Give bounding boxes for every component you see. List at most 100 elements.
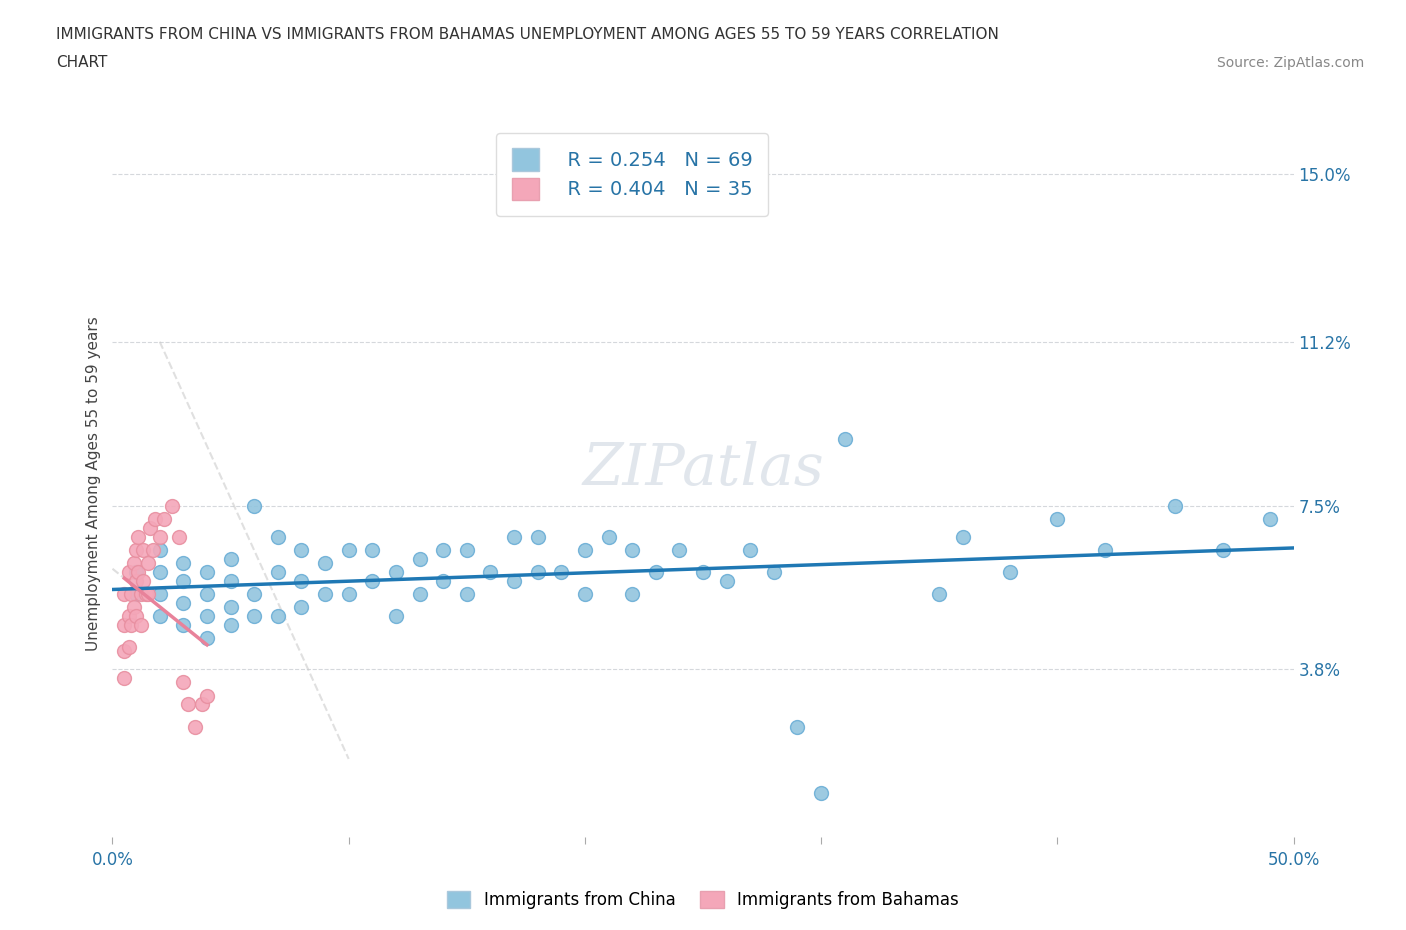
Point (432, 542, 454, 557)
Point (550, 565, 572, 579)
Point (125, 573, 148, 589)
Point (503, 573, 526, 589)
Point (243, 587, 266, 602)
Point (740, 542, 762, 557)
Point (167, 529, 190, 544)
Point (526, 565, 548, 579)
Point (243, 498, 266, 513)
Point (998, 565, 1021, 579)
Point (598, 529, 620, 544)
Point (408, 551, 430, 566)
Point (952, 529, 974, 544)
Y-axis label: Unemployment Among Ages 55 to 59 years: Unemployment Among Ages 55 to 59 years (86, 316, 101, 651)
Text: IMMIGRANTS FROM CHINA VS IMMIGRANTS FROM BAHAMAS UNEMPLOYMENT AMONG AGES 55 TO 5: IMMIGRANTS FROM CHINA VS IMMIGRANTS FROM… (56, 27, 1000, 42)
Point (127, 565, 149, 579)
Point (122, 556, 145, 571)
Point (716, 573, 738, 589)
Point (129, 618, 152, 632)
Point (526, 529, 548, 544)
Point (118, 565, 141, 579)
Point (456, 587, 478, 602)
Point (125, 609, 148, 624)
Point (149, 529, 172, 544)
Point (432, 573, 454, 589)
Point (290, 573, 312, 589)
Point (290, 600, 312, 615)
Point (314, 587, 336, 602)
Point (120, 618, 142, 632)
Point (1258, 512, 1281, 526)
Point (172, 573, 194, 589)
Point (1094, 542, 1116, 557)
Point (172, 595, 194, 610)
Point (267, 609, 290, 624)
Point (142, 542, 165, 557)
Point (112, 644, 135, 658)
Point (129, 587, 152, 602)
Point (195, 688, 218, 703)
Point (160, 498, 183, 513)
Point (928, 587, 950, 602)
Point (112, 618, 135, 632)
Point (195, 565, 218, 579)
Point (692, 565, 714, 579)
Point (219, 573, 242, 589)
Point (195, 631, 218, 645)
Point (267, 529, 290, 544)
Point (456, 542, 478, 557)
Legend:   R = 0.254   N = 69,   R = 0.404   N = 35: R = 0.254 N = 69, R = 0.404 N = 35 (496, 133, 768, 216)
Point (132, 542, 155, 557)
Point (149, 587, 172, 602)
Point (1164, 498, 1187, 513)
Point (195, 609, 218, 624)
Point (125, 542, 148, 557)
Point (172, 675, 194, 690)
Point (219, 551, 242, 566)
Text: Source: ZipAtlas.com: Source: ZipAtlas.com (1216, 56, 1364, 70)
Point (621, 587, 644, 602)
Point (786, 719, 808, 734)
Point (139, 521, 162, 536)
Point (125, 565, 148, 579)
Point (385, 609, 408, 624)
Point (177, 698, 200, 712)
Point (644, 565, 666, 579)
Point (290, 542, 312, 557)
Point (125, 587, 148, 602)
Point (337, 587, 360, 602)
Point (153, 512, 176, 526)
Point (149, 609, 172, 624)
Point (834, 432, 856, 447)
Point (172, 618, 194, 632)
Point (136, 556, 159, 571)
Point (1046, 512, 1069, 526)
Point (621, 542, 644, 557)
Point (574, 542, 596, 557)
Point (120, 587, 142, 602)
Point (184, 719, 207, 734)
Text: CHART: CHART (56, 55, 108, 70)
Point (132, 573, 155, 589)
Point (219, 618, 242, 632)
Point (118, 640, 141, 655)
Point (191, 698, 214, 712)
Point (122, 600, 145, 615)
Point (127, 529, 149, 544)
Legend: Immigrants from China, Immigrants from Bahamas: Immigrants from China, Immigrants from B… (439, 883, 967, 917)
Point (337, 542, 360, 557)
Point (361, 573, 384, 589)
Point (195, 587, 218, 602)
Point (1212, 542, 1234, 557)
Point (668, 542, 690, 557)
Point (118, 609, 141, 624)
Point (112, 587, 135, 602)
Point (112, 671, 135, 685)
Text: ZIPatlas: ZIPatlas (582, 441, 824, 498)
Point (408, 587, 430, 602)
Point (810, 785, 832, 800)
Point (762, 565, 785, 579)
Point (219, 600, 242, 615)
Point (136, 587, 159, 602)
Point (267, 565, 290, 579)
Point (361, 542, 384, 557)
